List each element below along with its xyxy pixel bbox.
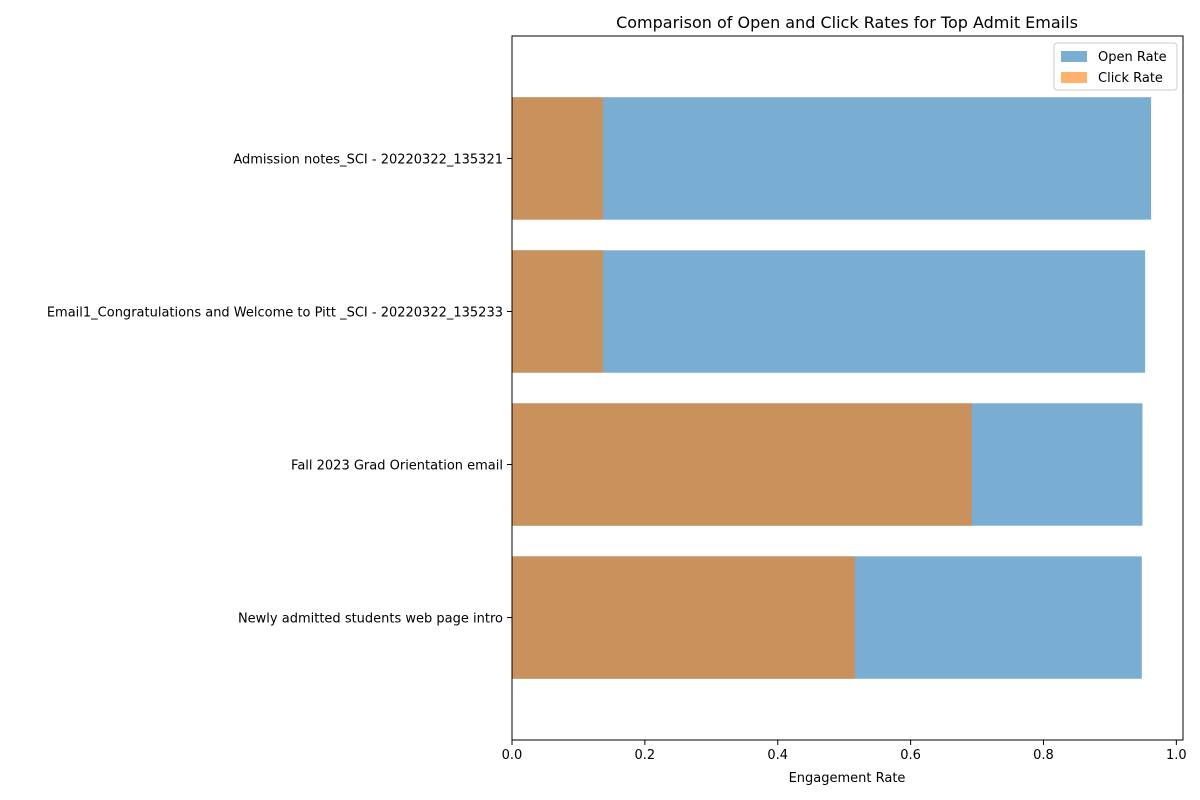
x-tick-label: 0.8 bbox=[1033, 748, 1054, 763]
plot-frame bbox=[511, 35, 1184, 741]
legend: Open Rate Click Rate bbox=[1053, 42, 1178, 91]
y-tick-label: Newly admitted students web page intro bbox=[238, 612, 503, 627]
x-tick-label: 1.0 bbox=[1166, 748, 1187, 763]
x-tick-label: 0.0 bbox=[502, 748, 523, 763]
chart-title: Comparison of Open and Click Rates for T… bbox=[616, 13, 1078, 32]
open-rate-bar bbox=[512, 250, 1146, 373]
x-axis-label: Engagement Rate bbox=[789, 771, 906, 786]
x-tick-label: 0.6 bbox=[900, 748, 921, 763]
y-axis: Admission notes_SCI - 20220322_135321 Ema… bbox=[47, 152, 512, 627]
x-axis: 0.0 0.2 0.4 0.6 0.8 1.0 bbox=[502, 740, 1187, 763]
x-tick-label: 0.2 bbox=[635, 748, 656, 763]
axes-frame bbox=[511, 35, 1184, 741]
legend-swatch bbox=[1061, 51, 1087, 62]
y-tick-label: Admission notes_SCI - 20220322_135321 bbox=[233, 152, 503, 167]
legend-swatch bbox=[1061, 72, 1087, 83]
legend-label: Click Rate bbox=[1098, 71, 1163, 86]
click-rate-bar bbox=[512, 250, 604, 373]
open-rate-bar bbox=[512, 97, 1152, 220]
y-tick-label: Fall 2023 Grad Orientation email bbox=[291, 459, 503, 474]
legend-label: Open Rate bbox=[1098, 50, 1167, 65]
x-tick-label: 0.4 bbox=[767, 748, 788, 763]
click-rate-bar bbox=[512, 97, 604, 220]
bars-layer bbox=[512, 97, 1152, 679]
y-tick-label: Email1_Congratulations and Welcome to Pi… bbox=[47, 305, 503, 320]
click-rate-bar bbox=[512, 403, 972, 526]
click-rate-bar bbox=[512, 556, 855, 679]
